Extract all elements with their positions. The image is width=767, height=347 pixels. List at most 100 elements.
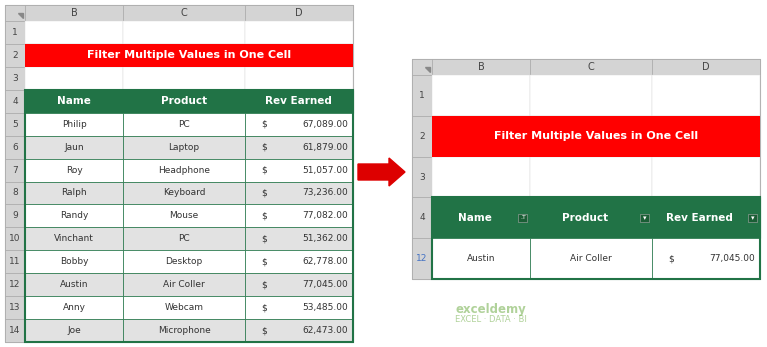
Bar bbox=[245, 273, 353, 296]
Text: Austin: Austin bbox=[467, 254, 495, 263]
Bar bbox=[245, 296, 353, 319]
Bar bbox=[5, 113, 25, 136]
Bar bbox=[531, 116, 652, 156]
Text: PC: PC bbox=[178, 120, 190, 129]
Text: 6: 6 bbox=[12, 143, 18, 152]
Bar bbox=[123, 273, 245, 296]
Bar bbox=[25, 296, 123, 319]
Bar bbox=[5, 250, 25, 273]
Bar bbox=[25, 136, 123, 159]
Text: $: $ bbox=[262, 257, 267, 266]
Bar bbox=[245, 319, 353, 342]
Text: Webcam: Webcam bbox=[165, 303, 203, 312]
Bar bbox=[412, 116, 432, 156]
Bar bbox=[123, 319, 245, 342]
Text: 11: 11 bbox=[9, 257, 21, 266]
Bar bbox=[652, 156, 760, 197]
Text: Name: Name bbox=[58, 96, 91, 106]
Bar bbox=[123, 159, 245, 181]
Text: Austin: Austin bbox=[60, 280, 88, 289]
Bar bbox=[432, 75, 531, 116]
Bar bbox=[412, 238, 432, 279]
Bar bbox=[25, 113, 123, 136]
Bar bbox=[652, 238, 760, 279]
Bar bbox=[5, 136, 25, 159]
Text: exceldemy: exceldemy bbox=[455, 303, 525, 315]
Text: 8: 8 bbox=[12, 188, 18, 197]
Text: .T: .T bbox=[520, 215, 526, 220]
Bar bbox=[5, 5, 25, 21]
Polygon shape bbox=[425, 67, 430, 72]
Bar bbox=[123, 90, 245, 113]
Polygon shape bbox=[18, 13, 23, 18]
Bar bbox=[123, 204, 245, 227]
Text: $: $ bbox=[262, 188, 267, 197]
Bar bbox=[5, 21, 25, 44]
Bar bbox=[652, 197, 760, 238]
Bar bbox=[123, 5, 245, 21]
Bar bbox=[245, 181, 353, 204]
Text: D: D bbox=[295, 8, 303, 18]
Bar bbox=[25, 67, 123, 90]
Bar bbox=[245, 67, 353, 90]
Bar bbox=[123, 319, 245, 342]
Bar bbox=[245, 227, 353, 250]
Text: Vinchant: Vinchant bbox=[54, 234, 94, 243]
Bar bbox=[123, 21, 245, 44]
Text: $: $ bbox=[262, 326, 267, 335]
Bar bbox=[25, 136, 123, 159]
Bar bbox=[531, 238, 652, 279]
Bar bbox=[25, 204, 123, 227]
Bar bbox=[5, 5, 353, 342]
Bar bbox=[640, 214, 649, 222]
Text: C: C bbox=[181, 8, 187, 18]
Text: Air Coller: Air Coller bbox=[163, 280, 205, 289]
Text: Laptop: Laptop bbox=[169, 143, 199, 152]
Text: PC: PC bbox=[178, 234, 190, 243]
Bar bbox=[432, 197, 760, 279]
Bar bbox=[245, 44, 353, 67]
Bar bbox=[25, 181, 123, 204]
Bar bbox=[123, 250, 245, 273]
Bar bbox=[245, 181, 353, 204]
Text: 10: 10 bbox=[9, 234, 21, 243]
Bar bbox=[245, 136, 353, 159]
Text: 51,362.00: 51,362.00 bbox=[302, 234, 348, 243]
Bar bbox=[531, 156, 652, 197]
Text: Joe: Joe bbox=[67, 326, 81, 335]
Text: ▾: ▾ bbox=[751, 215, 754, 221]
FancyArrow shape bbox=[358, 158, 405, 186]
Text: 3: 3 bbox=[12, 74, 18, 83]
Text: B: B bbox=[478, 62, 485, 72]
Bar bbox=[245, 227, 353, 250]
Text: 77,045.00: 77,045.00 bbox=[709, 254, 755, 263]
Bar bbox=[652, 59, 760, 75]
Bar bbox=[25, 90, 353, 342]
Text: Jaun: Jaun bbox=[64, 143, 84, 152]
Bar bbox=[25, 319, 123, 342]
Bar bbox=[25, 44, 353, 67]
Bar bbox=[123, 90, 245, 113]
Bar bbox=[25, 273, 123, 296]
Bar bbox=[245, 113, 353, 136]
Bar bbox=[123, 296, 245, 319]
Bar bbox=[652, 116, 760, 156]
Text: $: $ bbox=[262, 303, 267, 312]
Bar bbox=[432, 238, 531, 279]
Bar bbox=[5, 90, 25, 113]
Bar bbox=[25, 159, 123, 181]
Bar bbox=[123, 204, 245, 227]
Text: ▾: ▾ bbox=[643, 215, 646, 221]
Text: 61,879.00: 61,879.00 bbox=[302, 143, 348, 152]
Text: $: $ bbox=[262, 234, 267, 243]
Text: Roy: Roy bbox=[66, 166, 83, 175]
Text: Air Coller: Air Coller bbox=[570, 254, 612, 263]
Text: Randy: Randy bbox=[60, 211, 88, 220]
Bar bbox=[25, 319, 123, 342]
Bar bbox=[5, 204, 25, 227]
Bar bbox=[25, 113, 123, 136]
Bar bbox=[25, 273, 123, 296]
Bar bbox=[245, 250, 353, 273]
Text: 14: 14 bbox=[9, 326, 21, 335]
Text: Filter Multiple Values in One Cell: Filter Multiple Values in One Cell bbox=[87, 50, 291, 60]
